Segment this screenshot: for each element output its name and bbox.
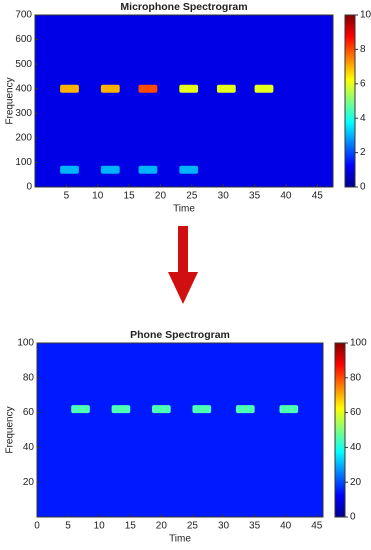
colorbar (334, 342, 346, 518)
x-tick-label: 35 (249, 191, 261, 202)
burst (192, 405, 212, 414)
x-tick-label: 5 (65, 521, 71, 532)
x-tick-label: 15 (125, 521, 137, 532)
burst (152, 405, 171, 414)
x-tick-label: 5 (64, 191, 70, 202)
colorbar-tick-label: 10 (360, 10, 371, 21)
burst (111, 405, 131, 414)
x-tick-label: 10 (94, 521, 106, 532)
colorbar-tick-label: 4 (360, 113, 366, 124)
burst (138, 165, 158, 174)
burst (60, 84, 79, 93)
chart-title: Phone Spectrogram (130, 329, 230, 341)
x-tick-label: 15 (124, 191, 136, 202)
x-tick-label: 45 (311, 521, 323, 532)
burst (279, 405, 299, 414)
burst (179, 165, 199, 174)
y-tick-label: 300 (15, 108, 32, 119)
x-tick-label: 35 (249, 521, 261, 532)
burst (100, 165, 120, 174)
colorbar-tick-label: 6 (360, 78, 366, 89)
y-tick-label: 400 (15, 83, 32, 94)
colorbar-tick-label: 40 (350, 442, 362, 453)
colorbar-tick-label: 0 (350, 512, 356, 523)
x-tick-label: 25 (187, 521, 199, 532)
colorbar (344, 14, 356, 188)
y-tick-label: 80 (23, 372, 35, 383)
background-level (35, 15, 333, 187)
x-tick-label: 20 (156, 521, 168, 532)
arrow (168, 226, 198, 304)
colorbar-tick-label: 80 (350, 372, 362, 383)
y-tick-label: 100 (15, 157, 32, 168)
burst (235, 405, 255, 414)
x-tick-label: 20 (155, 191, 167, 202)
y-tick-label: 600 (15, 34, 32, 45)
x-tick-label: 25 (186, 191, 198, 202)
x-tick-label: 10 (92, 191, 104, 202)
colorbar-tick-label: 20 (350, 477, 362, 488)
burst (60, 165, 79, 174)
y-tick-label: 100 (17, 338, 34, 349)
x-tick-label: 30 (218, 521, 230, 532)
colorbar-tick-label: 0 (360, 182, 366, 193)
y-tick-label: 700 (15, 10, 32, 21)
y-tick-label: 40 (23, 442, 35, 453)
x-tick-label: 40 (280, 191, 292, 202)
y-tick-label: 0 (26, 182, 32, 193)
x-tick-label: 0 (34, 521, 40, 532)
x-tick-label: 30 (218, 191, 230, 202)
x-tick-label: 45 (312, 191, 324, 202)
background-level (37, 343, 323, 517)
y-tick-label: 200 (15, 132, 32, 143)
colorbar-tick-label: 100 (350, 338, 367, 349)
burst (254, 84, 274, 93)
y-tick-label: 20 (23, 477, 35, 488)
x-tick-label: 40 (280, 521, 292, 532)
x-axis-label: Time (173, 204, 195, 215)
burst (138, 84, 158, 93)
x-axis-label: Time (169, 534, 191, 545)
y-axis-label: Frequency (5, 406, 16, 453)
y-tick-label: 500 (15, 59, 32, 70)
colorbar-tick-label: 8 (360, 44, 366, 55)
colorbar-tick-label: 60 (350, 407, 362, 418)
chart-title: Microphone Spectrogram (120, 1, 247, 13)
burst (71, 405, 90, 414)
burst (100, 84, 120, 93)
colorbar-tick-label: 2 (360, 147, 366, 158)
y-tick-label: 60 (23, 407, 35, 418)
y-axis-label: Frequency (5, 77, 16, 124)
burst (216, 84, 236, 93)
plot-frame (36, 342, 324, 518)
burst (179, 84, 199, 93)
plot-frame (34, 14, 334, 188)
